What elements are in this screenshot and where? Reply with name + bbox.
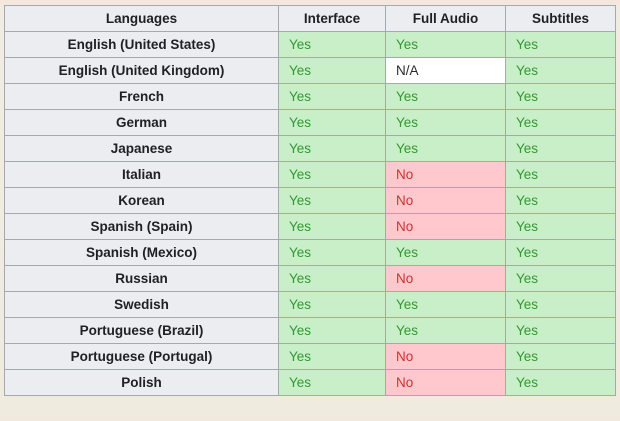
language-cell: Polish (4, 369, 279, 396)
subtitles-cell: Yes (505, 135, 616, 162)
subtitles-cell: Yes (505, 239, 616, 266)
full-audio-cell: No (385, 187, 506, 214)
language-cell: Russian (4, 265, 279, 292)
full-audio-cell: Yes (385, 291, 506, 318)
table-row: Portuguese (Brazil) Yes Yes Yes (4, 317, 616, 344)
subtitles-cell: Yes (505, 187, 616, 214)
language-cell: French (4, 83, 279, 110)
interface-cell: Yes (278, 57, 386, 84)
language-cell: Spanish (Spain) (4, 213, 279, 240)
table-row: Italian Yes No Yes (4, 161, 616, 188)
full-audio-cell: Yes (385, 135, 506, 162)
interface-cell: Yes (278, 31, 386, 58)
interface-cell: Yes (278, 161, 386, 188)
full-audio-cell: Yes (385, 83, 506, 110)
subtitles-cell: Yes (505, 265, 616, 292)
language-cell: Swedish (4, 291, 279, 318)
full-audio-cell: Yes (385, 31, 506, 58)
language-cell: Japanese (4, 135, 279, 162)
interface-cell: Yes (278, 291, 386, 318)
column-header-interface: Interface (278, 5, 386, 32)
subtitles-cell: Yes (505, 213, 616, 240)
table-row: Spanish (Spain) Yes No Yes (4, 213, 616, 240)
subtitles-cell: Yes (505, 109, 616, 136)
subtitles-cell: Yes (505, 161, 616, 188)
table-row: Japanese Yes Yes Yes (4, 135, 616, 162)
full-audio-cell: N/A (385, 57, 506, 84)
table-row: Portuguese (Portugal) Yes No Yes (4, 343, 616, 370)
column-header-languages: Languages (4, 5, 279, 32)
interface-cell: Yes (278, 343, 386, 370)
subtitles-cell: Yes (505, 83, 616, 110)
subtitles-cell: Yes (505, 317, 616, 344)
full-audio-cell: No (385, 369, 506, 396)
interface-cell: Yes (278, 239, 386, 266)
interface-cell: Yes (278, 83, 386, 110)
full-audio-cell: No (385, 265, 506, 292)
interface-cell: Yes (278, 135, 386, 162)
interface-cell: Yes (278, 187, 386, 214)
table-row: English (United Kingdom) Yes N/A Yes (4, 57, 616, 84)
subtitles-cell: Yes (505, 31, 616, 58)
table-row: Korean Yes No Yes (4, 187, 616, 214)
subtitles-cell: Yes (505, 343, 616, 370)
full-audio-cell: Yes (385, 317, 506, 344)
interface-cell: Yes (278, 317, 386, 344)
full-audio-cell: No (385, 343, 506, 370)
interface-cell: Yes (278, 265, 386, 292)
language-cell: Portuguese (Portugal) (4, 343, 279, 370)
table-row: Swedish Yes Yes Yes (4, 291, 616, 318)
interface-cell: Yes (278, 369, 386, 396)
language-cell: English (United States) (4, 31, 279, 58)
full-audio-cell: No (385, 213, 506, 240)
language-cell: English (United Kingdom) (4, 57, 279, 84)
full-audio-cell: No (385, 161, 506, 188)
language-cell: Italian (4, 161, 279, 188)
column-header-full-audio: Full Audio (385, 5, 506, 32)
table-row: English (United States) Yes Yes Yes (4, 31, 616, 58)
table-body: English (United States) Yes Yes Yes English … (4, 31, 616, 396)
language-cell: German (4, 109, 279, 136)
language-cell: Spanish (Mexico) (4, 239, 279, 266)
subtitles-cell: Yes (505, 57, 616, 84)
interface-cell: Yes (278, 213, 386, 240)
table-row: German Yes Yes Yes (4, 109, 616, 136)
interface-cell: Yes (278, 109, 386, 136)
table-row: Spanish (Mexico) Yes Yes Yes (4, 239, 616, 266)
language-support-table: Languages Interface Full Audio Subtitles… (4, 5, 616, 396)
full-audio-cell: Yes (385, 109, 506, 136)
language-cell: Portuguese (Brazil) (4, 317, 279, 344)
subtitles-cell: Yes (505, 369, 616, 396)
table-row: Polish Yes No Yes (4, 369, 616, 396)
table-row: French Yes Yes Yes (4, 83, 616, 110)
header-row: Languages Interface Full Audio Subtitles (4, 5, 616, 32)
full-audio-cell: Yes (385, 239, 506, 266)
column-header-subtitles: Subtitles (505, 5, 616, 32)
table-row: Russian Yes No Yes (4, 265, 616, 292)
language-cell: Korean (4, 187, 279, 214)
subtitles-cell: Yes (505, 291, 616, 318)
